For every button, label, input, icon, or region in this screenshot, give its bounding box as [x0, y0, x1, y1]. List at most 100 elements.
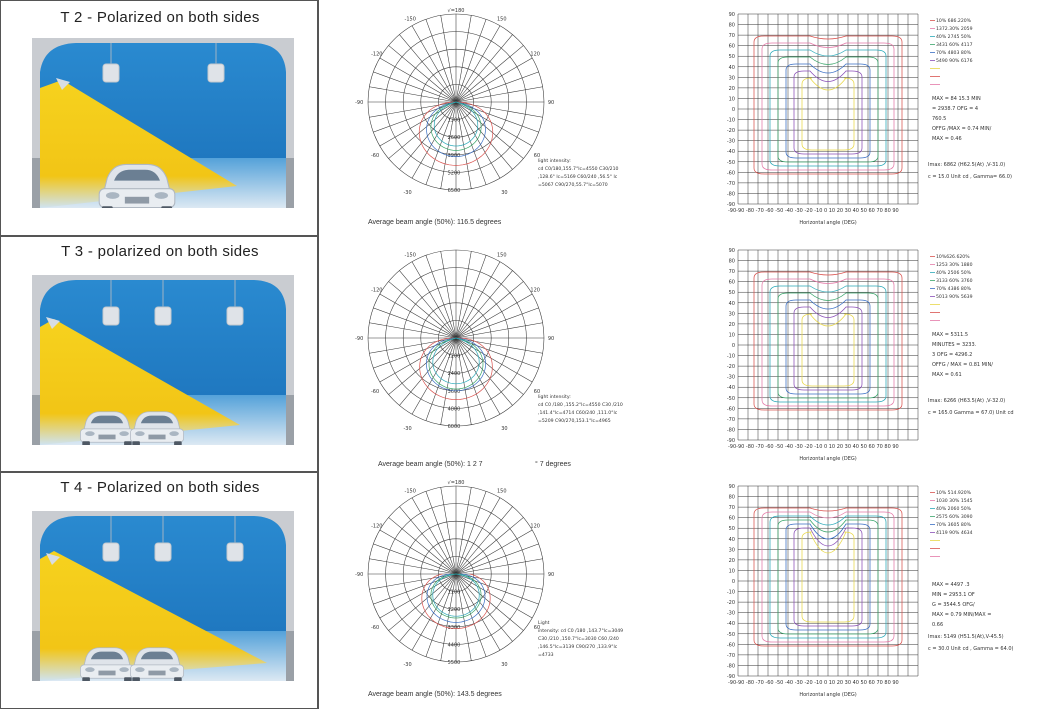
polar-spoke	[455, 506, 513, 575]
polar-spoke	[440, 251, 457, 339]
polar-radial-label: 3600	[448, 389, 461, 395]
polar-spoke	[440, 101, 457, 189]
polar-legend-line: =4733	[538, 652, 554, 658]
polar-angle-label: 30	[501, 662, 507, 668]
polar-intensity-curve	[426, 337, 486, 392]
isolux-stat-line: MAX = 0.61	[932, 372, 962, 378]
isolux-contour	[793, 306, 863, 391]
polar-angle-label: -60	[371, 153, 379, 159]
isolux-y-tick: -80	[727, 191, 735, 197]
isolux-y-tick: -30	[727, 611, 735, 617]
isolux-y-tick: 0	[732, 579, 735, 585]
isolux-legend-line: 4119 90% 4634	[936, 530, 973, 536]
polar-intensity-chart: -150 150 -120 120 -90 90 -60 60 -30 30 √=180 1100 22…	[355, 480, 623, 668]
isolux-y-tick: -20	[727, 364, 735, 370]
beam-angle-caption: Average beam angle (50%): 1 2 7	[378, 461, 483, 468]
isolux-contour	[785, 299, 871, 395]
polar-spoke	[455, 322, 543, 339]
polar-spoke	[455, 573, 533, 619]
isolux-legend-line: 5013 90% 5639	[936, 294, 973, 300]
polar-spoke	[455, 337, 524, 395]
polar-spoke	[440, 487, 457, 575]
isolux-legend-line: 70% 4803 80%	[936, 50, 972, 56]
polar-radial-label: 1200	[448, 354, 461, 360]
polar-spoke	[425, 255, 457, 339]
isolux-y-tick: -50	[727, 632, 735, 638]
polar-spoke	[455, 34, 513, 103]
isolux-y-tick: -50	[727, 160, 735, 166]
polar-radial-label: 1100	[448, 590, 461, 596]
isolux-y-tick: 50	[729, 54, 735, 60]
isolux-y-tick: -70	[727, 181, 735, 187]
isolux-y-tick: 30	[729, 75, 735, 81]
polar-spoke	[399, 270, 457, 339]
polar-angle-label: 60	[534, 153, 540, 159]
isolux-y-tick: 40	[729, 301, 735, 307]
isolux-y-tick: -30	[727, 139, 735, 145]
polar-spoke	[369, 573, 457, 590]
isolux-y-tick: 70	[729, 505, 735, 511]
polar-spoke	[369, 322, 457, 339]
beam-angle-caption-suffix: ° 7 degrees	[535, 461, 571, 468]
isolux-y-tick: 60	[729, 280, 735, 286]
polar-spoke	[455, 337, 533, 383]
isolux-legend-line: 10% 686.220%	[936, 18, 972, 24]
isolux-y-tick: 80	[729, 23, 735, 29]
polar-radial-label: 6000	[448, 424, 461, 430]
polar-angle-label: -60	[371, 389, 379, 395]
isolux-contour	[793, 527, 863, 627]
polar-spoke	[425, 573, 457, 657]
polar-spoke	[373, 543, 457, 575]
polar-spoke	[411, 573, 457, 651]
isolux-y-tick: 10	[729, 96, 735, 102]
polar-spoke	[379, 337, 457, 383]
isolux-y-tick: -70	[727, 653, 735, 659]
polar-radial-label: 5500	[448, 660, 461, 666]
polar-radial-label: 2400	[448, 371, 461, 377]
isolux-imax-line: Imax: 6266 (H63.5(At) ,V-32.0)	[928, 398, 1005, 404]
isolux-contour	[793, 70, 863, 155]
polar-angle-label: 150	[497, 16, 507, 22]
polar-angle-label: -90	[355, 100, 363, 106]
isolux-stat-line: 3 OFG = 4296.2	[932, 352, 972, 358]
polar-spoke	[455, 543, 539, 575]
polar-spoke	[411, 25, 457, 103]
isolux-legend-line: 10%626.620%	[936, 254, 970, 260]
isolux-contour	[801, 77, 855, 151]
polar-angle-label: 60	[534, 625, 540, 631]
tunnel-illustration	[32, 511, 294, 681]
isolux-stat-line: OFFG / MAX = 0.81 MIN/	[932, 362, 993, 368]
isolux-contour	[761, 42, 895, 171]
polar-legend-line: light intensity:	[538, 394, 571, 400]
polar-angle-label: 90	[548, 572, 554, 578]
polar-spoke	[425, 337, 457, 421]
isolux-stat-line: OFFG /MAX = 0.74 MIN/	[932, 126, 992, 132]
polar-spoke	[369, 86, 457, 103]
isolux-y-tick: 50	[729, 290, 735, 296]
polar-spoke	[455, 101, 487, 185]
tunnel-panel-3: T 3 - polarized on both sides	[0, 236, 318, 472]
isolux-y-tick: -10	[727, 354, 735, 360]
isolux-legend-line: 70% 3605 80%	[936, 522, 972, 528]
isolux-y-tick: -80	[727, 663, 735, 669]
polar-spoke	[455, 261, 501, 339]
polar-angle-label: -120	[371, 52, 382, 58]
polar-spoke	[455, 255, 487, 339]
polar-spoke	[455, 101, 501, 179]
polar-spoke	[455, 25, 501, 103]
polar-angle-label: -150	[405, 16, 416, 22]
polar-angle-label: -90	[355, 336, 363, 342]
polar-spoke	[399, 101, 457, 170]
isolux-contour-chart: 90 80 70 60 50 40 30 20 10 0 -10 -20 -30 -40 -50 -60 -70…	[727, 484, 1014, 698]
isolux-contour	[785, 523, 871, 631]
panel-title: T 4 - Polarized on both sides	[60, 479, 260, 496]
polar-spoke	[379, 293, 457, 339]
tunnel-panel-2: T 2 - Polarized on both sides	[0, 0, 318, 236]
polar-spoke	[455, 337, 501, 415]
polar-legend-line: intensity: cd C0 /180 ,143.7°lc=3049	[538, 628, 623, 634]
isolux-stat-line: MINUTES = 3233.	[932, 342, 977, 348]
polar-spoke	[455, 71, 539, 103]
polar-spoke	[379, 529, 457, 575]
polar-spoke	[379, 101, 457, 147]
isolux-x-ticks: -90-90 -80 -70 -60 -50 -40 -30 -20 -10 0…	[728, 208, 899, 214]
